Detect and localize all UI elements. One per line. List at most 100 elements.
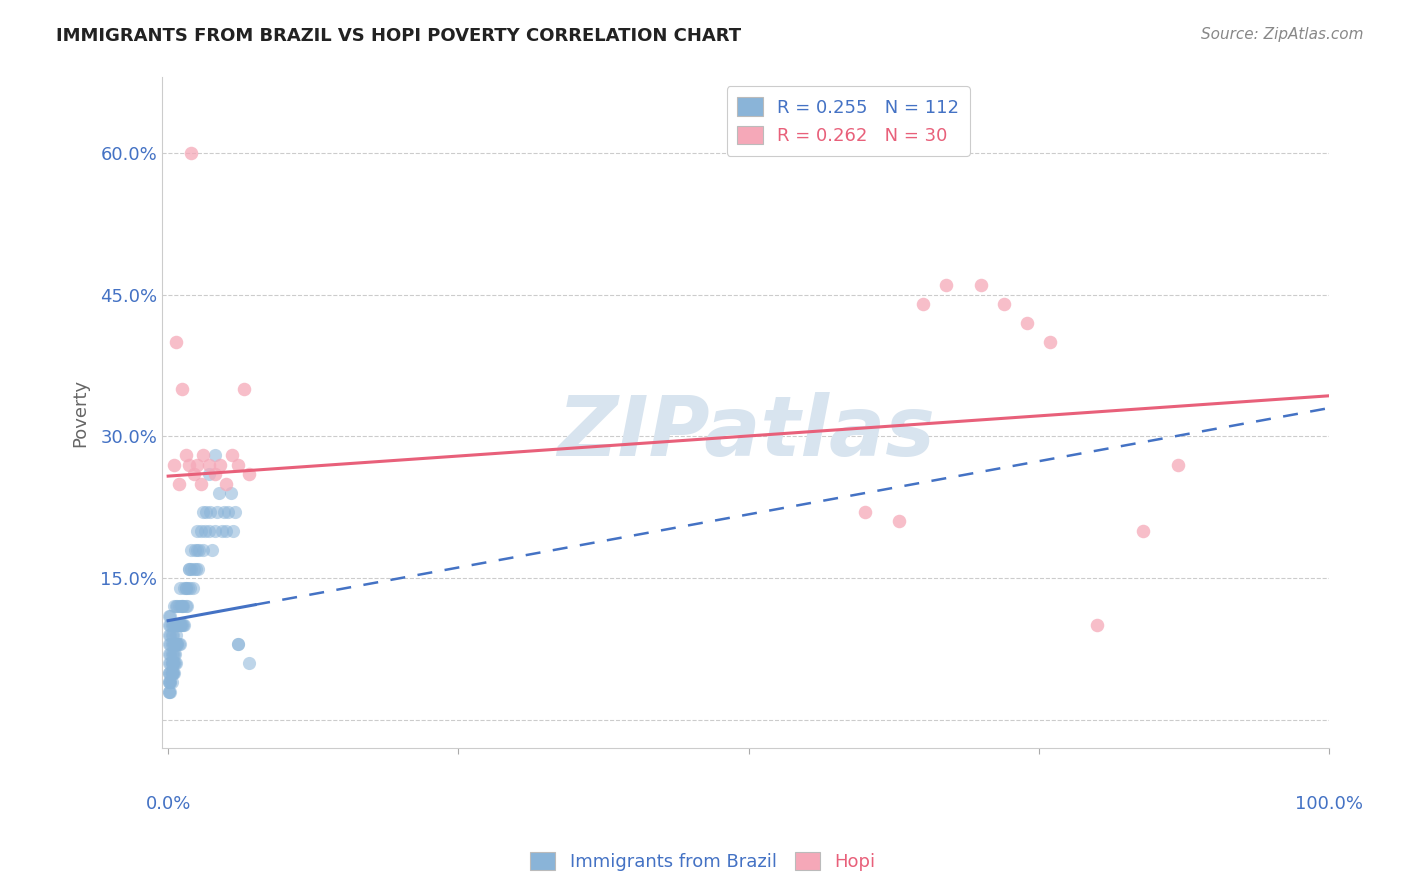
Point (169, 581, 191, 595)
Point (195, 505, 218, 519)
Point (165, 599, 187, 614)
Point (160, 618, 183, 632)
Point (163, 618, 186, 632)
Text: 100.0%: 100.0% (1295, 796, 1362, 814)
Point (160, 637, 183, 651)
Point (204, 524, 226, 538)
Point (181, 581, 204, 595)
Point (238, 656, 260, 670)
Point (162, 647, 184, 661)
Point (179, 581, 201, 595)
Point (162, 637, 184, 651)
Point (162, 665, 184, 680)
Point (219, 486, 242, 500)
Point (215, 476, 238, 491)
Point (174, 599, 197, 614)
Point (167, 618, 190, 632)
Point (159, 628, 181, 642)
Point (163, 656, 186, 670)
Point (186, 458, 208, 472)
Point (157, 675, 180, 690)
Text: 0.0%: 0.0% (145, 796, 191, 814)
Point (170, 382, 193, 396)
Point (993, 297, 1015, 311)
Point (889, 515, 911, 529)
Point (1085, 618, 1108, 632)
Point (224, 505, 246, 519)
Point (163, 665, 186, 680)
Text: ZIPatlas: ZIPatlas (557, 392, 935, 474)
Point (159, 637, 181, 651)
Point (165, 628, 187, 642)
Point (165, 637, 187, 651)
Point (162, 665, 184, 680)
Point (157, 609, 180, 624)
Point (160, 665, 183, 680)
Point (159, 675, 181, 690)
Point (170, 618, 193, 632)
Point (1167, 458, 1189, 472)
Point (170, 599, 193, 614)
Point (212, 505, 235, 519)
Point (157, 647, 180, 661)
Y-axis label: Poverty: Poverty (72, 379, 89, 447)
Point (177, 562, 200, 576)
Point (170, 599, 193, 614)
Point (183, 467, 205, 482)
Point (166, 637, 188, 651)
Point (167, 599, 190, 614)
Point (163, 637, 186, 651)
Point (167, 476, 190, 491)
Point (165, 334, 187, 349)
Point (160, 628, 183, 642)
Point (232, 382, 254, 396)
Point (160, 675, 183, 690)
Point (159, 609, 181, 624)
Point (177, 458, 200, 472)
Point (1017, 316, 1039, 330)
Point (165, 656, 187, 670)
Point (166, 637, 188, 651)
Point (221, 448, 243, 462)
Point (204, 448, 226, 462)
Point (167, 637, 190, 651)
Point (184, 542, 207, 557)
Point (165, 637, 187, 651)
Point (226, 458, 249, 472)
Point (1132, 524, 1154, 538)
Point (162, 628, 184, 642)
Point (157, 684, 180, 698)
Point (190, 524, 212, 538)
Point (157, 665, 180, 680)
Point (186, 542, 208, 557)
Point (157, 656, 180, 670)
Point (163, 458, 186, 472)
Point (165, 618, 187, 632)
Point (197, 467, 219, 482)
Point (198, 505, 221, 519)
Point (226, 637, 249, 651)
Point (174, 581, 197, 595)
Point (911, 297, 934, 311)
Point (160, 647, 183, 661)
Point (186, 524, 208, 538)
Point (184, 562, 207, 576)
Point (162, 656, 184, 670)
Point (204, 467, 226, 482)
Point (159, 618, 181, 632)
Point (180, 146, 202, 161)
Point (157, 684, 180, 698)
Point (165, 637, 187, 651)
Point (205, 505, 228, 519)
Point (157, 675, 180, 690)
Legend: R = 0.255   N = 112, R = 0.262   N = 30: R = 0.255 N = 112, R = 0.262 N = 30 (727, 87, 970, 156)
Point (222, 524, 245, 538)
Point (163, 647, 186, 661)
Point (176, 599, 198, 614)
Point (169, 618, 191, 632)
Point (169, 618, 191, 632)
Point (238, 467, 260, 482)
Point (162, 618, 184, 632)
Point (162, 656, 184, 670)
Point (215, 524, 238, 538)
